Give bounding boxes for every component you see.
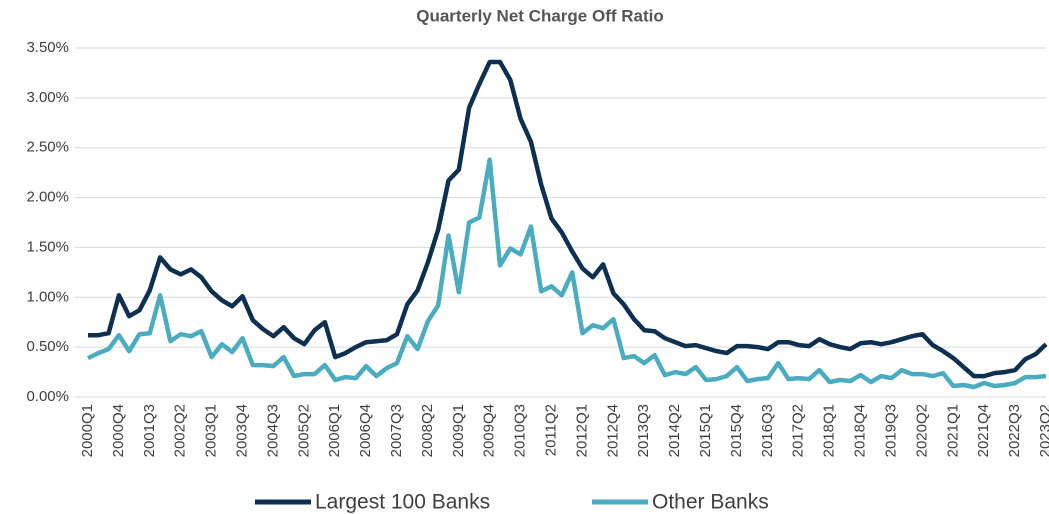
- x-tick-label: 2016Q3: [759, 404, 776, 457]
- x-tick-label: 2008Q2: [419, 404, 436, 457]
- x-tick-label: 2006Q1: [326, 404, 343, 457]
- y-tick-label: 0.50%: [26, 338, 69, 355]
- x-tick-label: 2017Q2: [790, 404, 807, 457]
- x-tick-label: 2019Q3: [882, 404, 899, 457]
- x-tick-label: 2010Q3: [512, 404, 529, 457]
- x-tick-label: 2003Q1: [203, 404, 220, 457]
- y-tick-label: 2.00%: [26, 189, 69, 206]
- y-tick-label: 1.00%: [26, 288, 69, 305]
- x-tick-label: 2009Q1: [450, 404, 467, 457]
- y-tick-label: 3.50%: [26, 39, 69, 56]
- x-tick-label: 2014Q2: [666, 404, 683, 457]
- x-tick-label: 2002Q2: [172, 404, 189, 457]
- series-line: [87, 157, 1047, 390]
- x-tick-label: 2022Q3: [1006, 404, 1023, 457]
- x-tick-label: 2000Q1: [79, 404, 96, 457]
- x-tick-label: 2018Q4: [852, 404, 869, 457]
- x-tick-label: 2003Q4: [233, 404, 250, 457]
- chart-title: Quarterly Net Charge Off Ratio: [416, 6, 664, 25]
- x-tick-label: 2015Q4: [728, 404, 745, 457]
- x-tick-label: 2007Q3: [388, 404, 405, 457]
- series-line: [88, 59, 1048, 379]
- legend-label: Largest 100 Banks: [315, 491, 490, 514]
- x-tick-label: 2023Q2: [1037, 404, 1049, 457]
- x-tick-label: 2021Q4: [975, 404, 992, 457]
- y-tick-label: 3.00%: [26, 89, 69, 106]
- x-tick-label: 2021Q1: [944, 404, 961, 457]
- x-tick-label: 2005Q2: [295, 404, 312, 457]
- y-tick-label: 2.50%: [26, 139, 69, 156]
- x-tick-label: 2013Q3: [635, 404, 652, 457]
- x-tick-label: 2012Q1: [573, 404, 590, 457]
- x-tick-label: 2015Q1: [697, 404, 714, 457]
- legend-label: Other Banks: [652, 491, 769, 514]
- x-tick-label: 2009Q4: [481, 404, 498, 457]
- x-tick-label: 2004Q3: [264, 404, 281, 457]
- x-tick-label: 2001Q3: [141, 404, 158, 457]
- y-tick-label: 0.00%: [26, 388, 69, 405]
- x-tick-label: 2011Q2: [543, 404, 560, 456]
- x-tick-label: 2020Q2: [913, 404, 930, 457]
- x-tick-label: 2012Q4: [604, 404, 621, 457]
- x-tick-label: 2018Q1: [821, 404, 838, 457]
- y-tick-label: 1.50%: [26, 238, 69, 255]
- x-tick-label: 2000Q4: [110, 404, 127, 457]
- x-tick-label: 2006Q4: [357, 404, 374, 457]
